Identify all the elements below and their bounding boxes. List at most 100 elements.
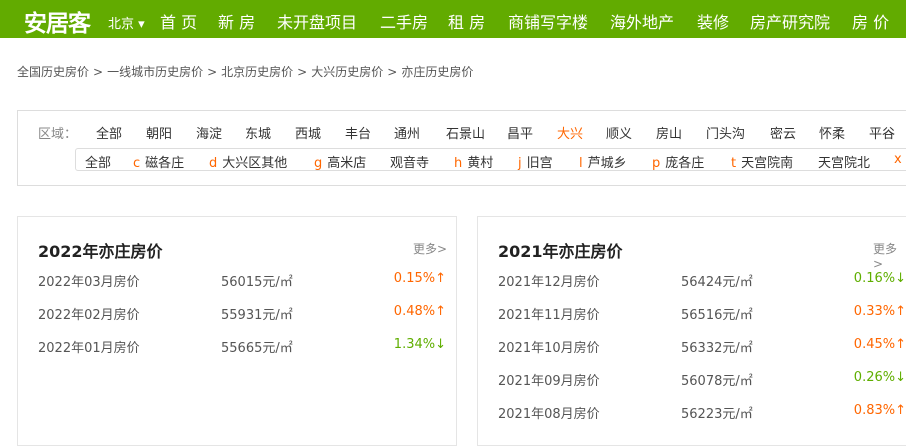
card-title: 2022年亦庄房价 [38, 242, 163, 261]
change-value: 0.33%↑ [853, 304, 906, 319]
district-0[interactable]: 全部 [96, 127, 123, 142]
subarea-item[interactable]: x [894, 152, 906, 167]
month-link[interactable]: 2021年11月房价 [498, 308, 600, 323]
subarea-letter: g [314, 156, 323, 171]
breadcrumb-link[interactable]: 大兴历史房价 [311, 65, 384, 79]
more-link[interactable]: 更多> [873, 242, 898, 271]
district-11[interactable]: 房山 [656, 127, 683, 142]
nav-item[interactable]: 租 房 [448, 13, 486, 32]
price-value: 56332元/㎡ [681, 341, 753, 356]
nav-item[interactable]: 首 页 [160, 13, 198, 32]
subarea-letter: c [133, 156, 141, 171]
district-13[interactable]: 密云 [770, 127, 797, 142]
nav-item[interactable]: 海外地产 [610, 13, 675, 32]
price-value: 56516元/㎡ [681, 308, 753, 323]
subarea-box [75, 148, 906, 171]
nav-item[interactable]: 未开盘项目 [277, 13, 358, 32]
change-value: 0.16%↓ [853, 271, 906, 286]
subarea-item[interactable]: c 磁各庄 [133, 152, 184, 171]
district-12[interactable]: 门头沟 [706, 127, 746, 142]
nav-item[interactable]: 房产研究院 [750, 13, 831, 32]
breadcrumb-separator: > [387, 65, 398, 79]
breadcrumb-separator: > [207, 65, 218, 79]
more-link[interactable]: 更多> [413, 242, 448, 256]
district-5[interactable]: 丰台 [345, 127, 372, 142]
district-2[interactable]: 海淀 [196, 127, 223, 142]
change-value: 0.48%↑ [393, 304, 446, 319]
price-value: 56078元/㎡ [681, 374, 753, 389]
city-selector[interactable]: 北京 ▾ [108, 17, 145, 32]
subarea-item[interactable]: d 大兴区其他 [209, 152, 287, 171]
month-link[interactable]: 2022年02月房价 [38, 308, 140, 323]
change-value: 0.15%↑ [393, 271, 446, 286]
subarea-item[interactable]: g 高米店 [314, 152, 366, 171]
district-8[interactable]: 昌平 [507, 127, 534, 142]
subarea-letter: d [209, 156, 218, 171]
card-title: 2021年亦庄房价 [498, 242, 623, 261]
subarea-name: 旧宫 [526, 156, 553, 171]
subarea-name: 黄村 [467, 156, 494, 171]
breadcrumb-separator: > [297, 65, 308, 79]
subarea-name: 观音寺 [390, 156, 430, 171]
subarea-item[interactable]: 观音寺 [390, 152, 429, 171]
district-4[interactable]: 西城 [295, 127, 322, 142]
district-7[interactable]: 石景山 [446, 127, 486, 142]
subarea-item[interactable]: t 天宫院南 [731, 152, 793, 171]
month-link[interactable]: 2022年01月房价 [38, 341, 140, 356]
subarea-letter: x [894, 152, 902, 167]
subarea-name: 大兴区其他 [222, 156, 288, 171]
nav-item[interactable]: 新 房 [218, 13, 256, 32]
price-value: 56424元/㎡ [681, 275, 753, 290]
breadcrumb-link[interactable]: 北京历史房价 [221, 65, 294, 79]
breadcrumb-link[interactable]: 一线城市历史房价 [107, 65, 204, 79]
subarea-name: 高米店 [327, 156, 367, 171]
subarea-name: 天宫院北 [818, 156, 871, 171]
district-15[interactable]: 平谷 [869, 127, 896, 142]
change-value: 0.26%↓ [853, 370, 906, 385]
filter-label: 区域： [38, 127, 78, 142]
nav-item[interactable]: 二手房 [380, 13, 429, 32]
subarea-name: 磁各庄 [145, 156, 185, 171]
subarea-letter: j [518, 156, 522, 171]
top-header: 安居客 北京 ▾ 首 页 新 房 未开盘项目 二手房租 房 商铺写字楼 海外地产 装修 房产研… [0, 0, 906, 38]
price-value: 56015元/㎡ [221, 275, 293, 290]
price-value: 56223元/㎡ [681, 407, 753, 422]
month-link[interactable]: 2021年10月房价 [498, 341, 600, 356]
subarea-item[interactable]: j 旧宫 [518, 152, 553, 171]
subarea-item[interactable]: h 黄村 [454, 152, 493, 171]
district-14[interactable]: 怀柔 [819, 127, 846, 142]
subarea-name: 芦城乡 [587, 156, 627, 171]
subarea-item[interactable]: 全部 [85, 152, 111, 171]
subarea-name: 庞各庄 [665, 156, 705, 171]
change-value: 0.83%↑ [853, 403, 906, 418]
logo[interactable]: 安居客 [24, 11, 91, 37]
district-9[interactable]: 大兴 [557, 127, 584, 142]
breadcrumb: 全国历史房价 > 一线城市历史房价 > 北京历史房价 > 大兴历史房价 > 亦庄历史房价 [17, 63, 477, 80]
subarea-letter: p [652, 156, 661, 171]
month-link[interactable]: 2021年09月房价 [498, 374, 600, 389]
subarea-item[interactable]: l 芦城乡 [579, 152, 627, 171]
district-10[interactable]: 顺义 [606, 127, 633, 142]
change-value: 0.45%↑ [853, 337, 906, 352]
subarea-item[interactable]: 天宫院北 [818, 152, 870, 171]
month-link[interactable]: 2022年03月房价 [38, 275, 140, 290]
nav-item[interactable]: 商铺写字楼 [508, 13, 589, 32]
nav-item[interactable]: 装修 [697, 13, 730, 32]
district-6[interactable]: 通州 [394, 127, 421, 142]
district-1[interactable]: 朝阳 [146, 127, 173, 142]
month-link[interactable]: 2021年12月房价 [498, 275, 600, 290]
subarea-letter: h [454, 156, 463, 171]
change-value: 1.34%↓ [393, 337, 446, 352]
price-value: 55931元/㎡ [221, 308, 293, 323]
nav-item[interactable]: 房 价 [852, 13, 890, 32]
month-link[interactable]: 2021年08月房价 [498, 407, 600, 422]
subarea-item[interactable]: p 庞各庄 [652, 152, 704, 171]
breadcrumb-separator: > [93, 65, 104, 79]
district-3[interactable]: 东城 [245, 127, 272, 142]
price-value: 55665元/㎡ [221, 341, 293, 356]
breadcrumb-link[interactable]: 亦庄历史房价 [401, 65, 474, 79]
subarea-name: 天宫院南 [741, 156, 794, 171]
breadcrumb-link[interactable]: 全国历史房价 [17, 65, 90, 79]
subarea-letter: t [731, 156, 737, 171]
subarea-letter: l [579, 156, 583, 171]
